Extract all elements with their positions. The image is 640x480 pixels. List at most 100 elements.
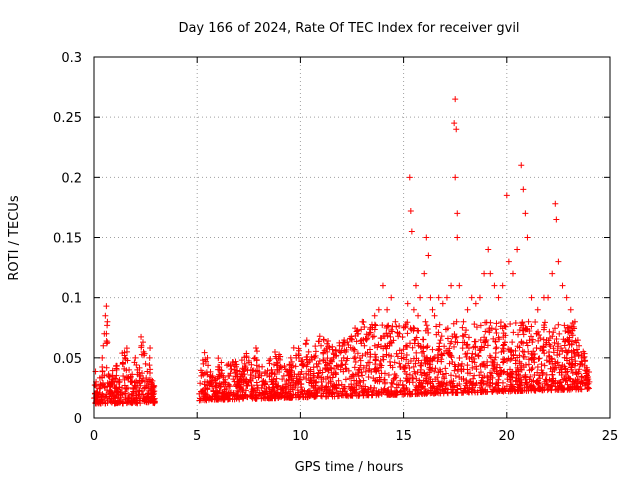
band-point — [245, 357, 252, 364]
band-point — [103, 364, 110, 371]
band-point — [515, 331, 522, 338]
band-point — [391, 375, 398, 382]
band-point — [526, 337, 533, 344]
band-point — [402, 343, 409, 350]
band-point — [551, 339, 558, 346]
band-point — [389, 328, 396, 335]
data-point — [392, 318, 399, 325]
data-point — [481, 270, 488, 277]
band-point — [545, 337, 552, 344]
band-point — [454, 366, 461, 373]
band-point — [558, 345, 565, 352]
y-tick-label: 0.15 — [53, 232, 82, 247]
data-point — [505, 258, 512, 265]
band-point — [506, 366, 513, 373]
band-point — [277, 353, 284, 360]
band-point — [527, 384, 534, 391]
band-point — [393, 350, 400, 357]
band-point — [461, 339, 468, 346]
band-point — [501, 341, 508, 348]
data-point — [100, 342, 107, 349]
band-point — [389, 380, 396, 387]
band-point — [352, 354, 359, 361]
data-point — [468, 294, 475, 301]
band-point — [400, 354, 407, 361]
band-point — [133, 394, 140, 401]
band-point — [327, 378, 334, 385]
band-point — [343, 366, 350, 373]
band-point — [513, 371, 520, 378]
data-point — [423, 234, 430, 241]
data-point — [443, 294, 450, 301]
data-point — [115, 378, 122, 385]
band-point — [342, 376, 349, 383]
data-point — [451, 120, 458, 127]
band-point — [371, 377, 378, 384]
band-point — [214, 375, 221, 382]
data-point — [126, 366, 133, 373]
band-point — [339, 361, 346, 368]
band-point — [347, 392, 354, 399]
band-point — [494, 382, 501, 389]
data-point — [499, 282, 506, 289]
data-point — [274, 360, 281, 367]
band-point — [315, 360, 322, 367]
band-point — [99, 391, 106, 398]
band-point — [529, 336, 536, 343]
band-point — [99, 373, 106, 380]
band-point — [389, 323, 396, 330]
band-point — [138, 333, 145, 340]
data-point — [256, 372, 263, 379]
band-point — [346, 375, 353, 382]
band-point — [550, 329, 557, 336]
band-point — [270, 361, 277, 368]
band-point — [543, 357, 550, 364]
band-point — [413, 375, 420, 382]
data-point — [555, 258, 562, 265]
data-point — [102, 312, 109, 319]
band-point — [134, 379, 141, 386]
band-point — [380, 353, 387, 360]
band-point — [341, 339, 348, 346]
band-point — [345, 342, 352, 349]
band-point — [197, 367, 204, 374]
band-point — [404, 386, 411, 393]
data-point — [528, 294, 535, 301]
band-point — [316, 333, 323, 340]
data-point — [103, 303, 110, 310]
data-point — [268, 366, 275, 373]
band-point — [440, 390, 447, 397]
band-point — [99, 380, 106, 387]
band-point — [231, 396, 238, 403]
band-point — [480, 360, 487, 367]
band-point — [472, 351, 479, 358]
data-point — [379, 282, 386, 289]
x-tick-label: 5 — [193, 429, 201, 444]
band-point — [478, 382, 485, 389]
band-point — [573, 371, 580, 378]
band-point — [429, 389, 436, 396]
band-point — [331, 382, 338, 388]
band-point — [358, 385, 365, 392]
band-point — [145, 387, 152, 394]
band-point — [227, 390, 234, 397]
band-point — [561, 322, 568, 329]
band-point — [569, 361, 576, 368]
band-point — [566, 360, 573, 367]
data-point — [460, 318, 467, 325]
band-point — [490, 359, 497, 366]
band-point — [383, 351, 390, 358]
band-point — [329, 346, 336, 353]
band-point — [376, 374, 383, 381]
band-point — [204, 385, 211, 392]
band-point — [252, 345, 259, 352]
data-point — [336, 342, 343, 349]
band-point — [494, 370, 501, 377]
band-point — [256, 363, 263, 370]
band-point — [348, 381, 355, 388]
band-point — [482, 319, 489, 326]
band-point — [406, 371, 413, 378]
band-point — [365, 388, 372, 395]
band-point — [218, 359, 225, 366]
band-point — [444, 335, 451, 342]
